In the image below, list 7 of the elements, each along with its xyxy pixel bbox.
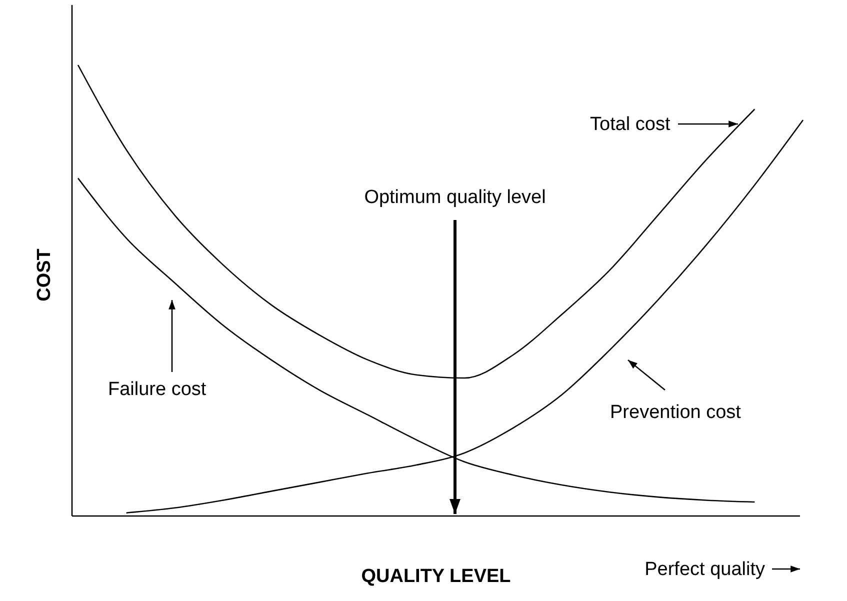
text: Failure cost	[108, 379, 207, 400]
legend-label: Total cost	[590, 114, 671, 135]
y-axis-title: COST	[34, 248, 55, 302]
x-axis-title: QUALITY LEVEL	[361, 566, 512, 587]
text: Perfect quality	[644, 559, 766, 580]
series-label: Prevention cost	[610, 402, 742, 423]
annotation: Optimum quality level	[364, 187, 546, 208]
